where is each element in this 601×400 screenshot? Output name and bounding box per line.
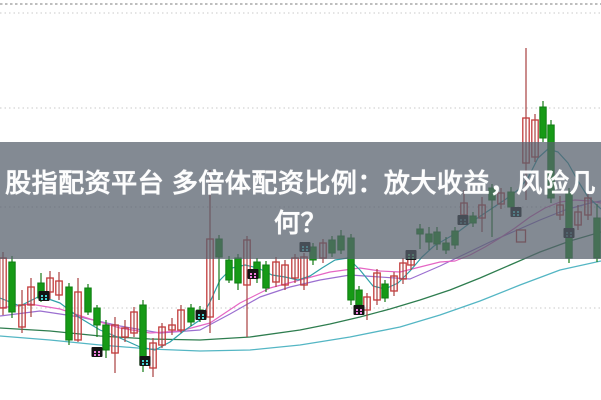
signal-marker-dot (202, 314, 204, 316)
candle-up (46, 277, 54, 293)
signal-marker-dot (41, 298, 43, 300)
banner-title-line2: 何？ (273, 208, 327, 238)
signal-marker (91, 347, 103, 357)
candle-down (262, 264, 270, 289)
candle-down (84, 287, 92, 313)
candle-up (111, 324, 119, 354)
signal-marker-dot (356, 309, 358, 311)
title-banner: 股指配资平台 多倍体配资比例：放大收益，风险几 何？ (0, 142, 601, 259)
candle-up (168, 324, 176, 331)
candle-down (65, 286, 73, 341)
signal-marker-dot (146, 363, 148, 365)
signal-marker-dot (142, 363, 144, 365)
candle-down (234, 257, 242, 284)
candle-up (55, 280, 63, 296)
signal-marker-dot (98, 351, 100, 353)
candle-up (281, 264, 289, 286)
signal-marker-dot (98, 354, 100, 356)
ma-mid-line (0, 231, 601, 341)
signal-marker-dot (360, 309, 362, 311)
candle-down (187, 307, 195, 323)
candle-up (363, 296, 371, 311)
signal-marker (353, 305, 365, 315)
signal-marker-dot (94, 354, 96, 356)
signal-marker-dot (202, 317, 204, 319)
signal-marker-dot (41, 295, 43, 297)
signal-marker (139, 356, 151, 366)
candle-up (373, 272, 381, 301)
signal-marker-dot (45, 295, 47, 297)
candle-down (225, 259, 233, 281)
signal-marker-dot (254, 273, 256, 275)
candle-up (27, 286, 35, 306)
signal-marker (195, 310, 207, 320)
signal-marker-dot (250, 273, 252, 275)
candle-up (121, 327, 129, 338)
candle-down (93, 307, 101, 326)
signal-marker (247, 269, 259, 279)
signal-marker (38, 291, 50, 301)
candle-down (8, 261, 16, 313)
candle-up (149, 342, 157, 369)
signal-marker-dot (360, 312, 362, 314)
signal-marker-dot (142, 360, 144, 362)
candle-up (130, 311, 138, 334)
signal-marker-dot (198, 314, 200, 316)
candle-up (390, 275, 398, 292)
signal-marker-dot (94, 351, 96, 353)
candle-down (381, 283, 389, 299)
candle-up (18, 304, 26, 328)
candle-down (355, 289, 363, 306)
signal-marker-dot (254, 276, 256, 278)
candle-up (158, 326, 166, 346)
signal-marker-dot (356, 312, 358, 314)
signal-marker-dot (198, 317, 200, 319)
signal-marker-dot (45, 298, 47, 300)
candle-up (74, 291, 82, 341)
signal-marker-dot (146, 360, 148, 362)
candle-up (272, 261, 280, 283)
signal-marker-dot (250, 276, 252, 278)
candle-down (102, 324, 110, 351)
candle-down (539, 106, 547, 139)
banner-title-line1: 股指配资平台 多倍体配资比例：放大收益，风险几 (5, 168, 596, 198)
candle-up (399, 262, 407, 280)
candle-up (177, 309, 185, 331)
